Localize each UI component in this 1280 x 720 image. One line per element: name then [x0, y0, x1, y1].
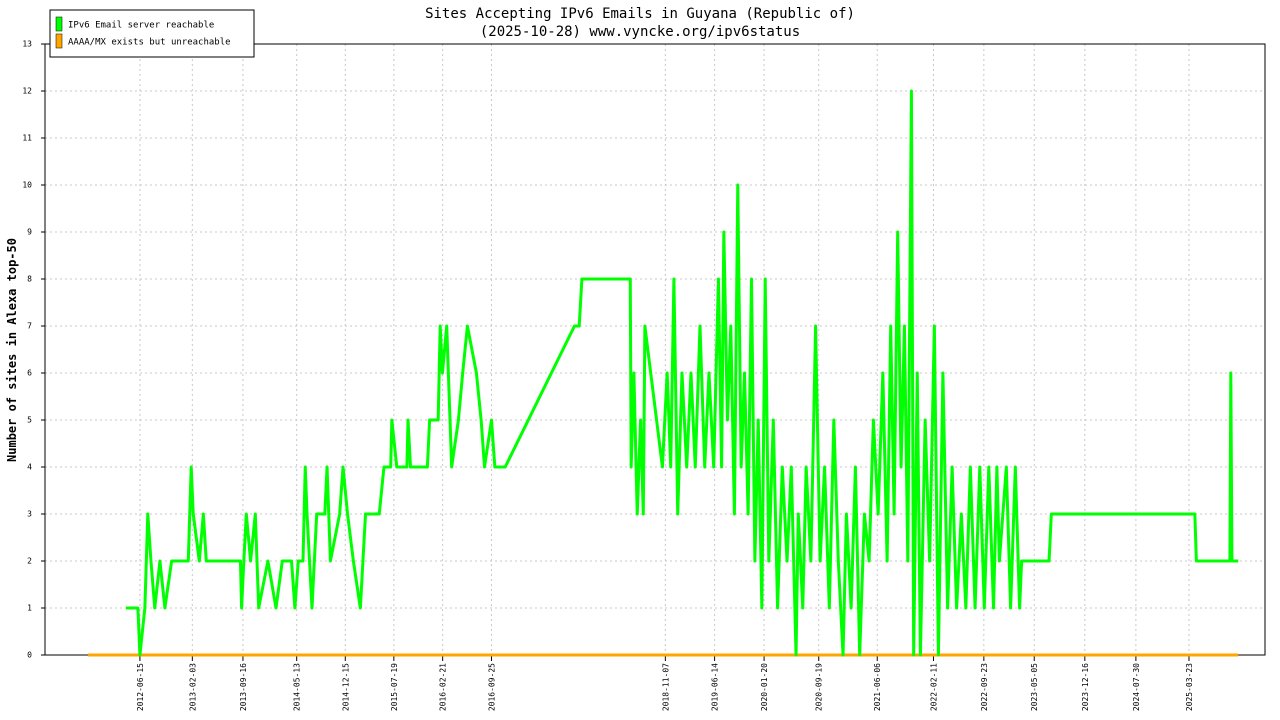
x-tick-label: 2023-12-16 — [1081, 663, 1090, 711]
y-tick-label: 2 — [27, 557, 32, 566]
x-tick-label: 2022-09-23 — [980, 663, 989, 711]
x-tick-label: 2025-03-23 — [1185, 663, 1194, 711]
y-tick-label: 13 — [22, 40, 32, 49]
legend-label: IPv6 Email server reachable — [68, 21, 214, 31]
y-tick-label: 0 — [27, 651, 32, 660]
x-tick-label: 2020-09-19 — [815, 663, 824, 711]
y-tick-label: 3 — [27, 510, 32, 519]
x-tick-label: 2014-05-13 — [293, 663, 302, 711]
x-tick-label: 2016-02-21 — [439, 663, 448, 711]
chart-title: Sites Accepting IPv6 Emails in Guyana (R… — [425, 6, 855, 22]
y-tick-label: 5 — [27, 416, 32, 425]
x-tick-label: 2014-12-15 — [341, 663, 350, 711]
y-tick-label: 10 — [22, 181, 32, 190]
legend: IPv6 Email server reachable AAAA/MX exist… — [49, 9, 255, 58]
chart-subtitle: (2025-10-28) www.vyncke.org/ipv6status — [480, 24, 800, 40]
y-tick-label: 12 — [22, 87, 32, 96]
x-tick-label: 2020-01-20 — [760, 663, 769, 711]
legend-box — [49, 9, 255, 58]
x-tick-label: 2015-07-19 — [390, 663, 399, 711]
series-line — [125, 89, 1239, 657]
x-tick-label: 2022-02-11 — [929, 663, 938, 711]
x-tick-label: 2013-02-03 — [188, 663, 197, 711]
y-tick-label: 4 — [27, 463, 32, 472]
legend-swatch — [55, 16, 63, 32]
y-tick-label: 6 — [27, 369, 32, 378]
legend-swatch — [55, 33, 63, 49]
x-tick-label: 2012-06-15 — [136, 663, 145, 711]
x-tick-label: 2019-06-14 — [711, 663, 720, 711]
legend-label: AAAA/MX exists but unreachable — [68, 38, 231, 48]
x-tick-label: 2018-11-07 — [661, 663, 670, 711]
y-tick-label: 7 — [27, 322, 32, 331]
x-tick-label: 2013-09-16 — [239, 663, 248, 711]
x-tick-label: 2021-06-06 — [873, 663, 882, 711]
x-tick-label: 2023-05-05 — [1030, 663, 1039, 711]
y-tick-label: 1 — [27, 604, 32, 613]
x-tick-label: 2024-07-30 — [1132, 663, 1141, 711]
x-tick-label: 2016-09-25 — [487, 663, 496, 711]
y-tick-label: 11 — [22, 134, 32, 143]
y-tick-label: 9 — [27, 228, 32, 237]
y-axis-label: Number of sites in Alexa top-50 — [5, 238, 19, 462]
y-tick-label: 8 — [27, 275, 32, 284]
